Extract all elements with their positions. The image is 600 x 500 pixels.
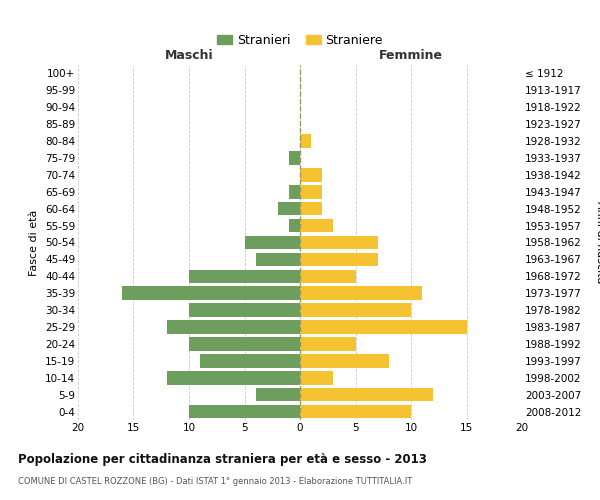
Text: COMUNE DI CASTEL ROZZONE (BG) - Dati ISTAT 1° gennaio 2013 - Elaborazione TUTTIT: COMUNE DI CASTEL ROZZONE (BG) - Dati IST… [18, 478, 412, 486]
Bar [167, 371, 300, 384]
Bar [300, 405, 411, 418]
Bar [245, 236, 300, 250]
Bar [256, 252, 300, 266]
Bar [289, 219, 300, 232]
Bar [300, 252, 378, 266]
Text: Femmine: Femmine [379, 50, 443, 62]
Bar [300, 185, 322, 198]
Bar [300, 337, 355, 350]
Bar [289, 151, 300, 164]
Bar [256, 388, 300, 402]
Bar [300, 236, 378, 250]
Bar [300, 320, 467, 334]
Bar [300, 354, 389, 368]
Bar [300, 202, 322, 215]
Bar [300, 304, 411, 317]
Y-axis label: Anni di nascita: Anni di nascita [595, 201, 600, 284]
Bar [189, 337, 300, 350]
Bar [200, 354, 300, 368]
Text: Maschi: Maschi [164, 50, 214, 62]
Bar [122, 286, 300, 300]
Legend: Stranieri, Straniere: Stranieri, Straniere [212, 28, 388, 52]
Bar [300, 134, 311, 148]
Bar [189, 304, 300, 317]
Bar [289, 185, 300, 198]
Bar [189, 270, 300, 283]
Bar [300, 219, 334, 232]
Bar [278, 202, 300, 215]
Bar [300, 388, 433, 402]
Y-axis label: Fasce di età: Fasce di età [29, 210, 40, 276]
Bar [189, 405, 300, 418]
Bar [300, 286, 422, 300]
Bar [300, 168, 322, 181]
Text: Popolazione per cittadinanza straniera per età e sesso - 2013: Popolazione per cittadinanza straniera p… [18, 452, 427, 466]
Bar [167, 320, 300, 334]
Bar [300, 270, 355, 283]
Bar [300, 371, 334, 384]
